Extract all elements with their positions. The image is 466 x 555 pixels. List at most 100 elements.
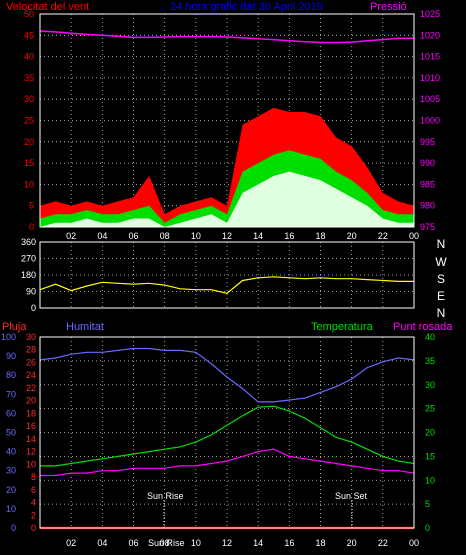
compass-letter: N: [437, 237, 446, 251]
humidity-tick-label: 80: [6, 370, 16, 380]
temperature-tick-label: 5: [425, 499, 430, 509]
pressure-tick-label: 1025: [420, 9, 440, 19]
compass-letter: S: [437, 272, 445, 286]
humidity-tick-label: 60: [6, 408, 16, 418]
temperature-tick-label: 15: [425, 451, 435, 461]
x-tick-label: 16: [284, 538, 294, 548]
x-tick-label: 02: [66, 231, 76, 241]
pressure-line: [39, 30, 414, 44]
rain-tick-label: 22: [26, 383, 36, 393]
pressure-tick-label: 995: [420, 137, 435, 147]
wind-direction-frame: [39, 241, 415, 309]
x-tick-label: 06: [128, 231, 138, 241]
x-tick-label: 08: [160, 231, 170, 241]
direction-tick-label: 0: [31, 303, 36, 313]
temperature-tick-label: 35: [425, 356, 435, 366]
wind-speed-tick-label: 25: [24, 116, 34, 126]
direction-tick-label: 180: [21, 270, 36, 280]
wind-speed-tick-label: 10: [24, 179, 34, 189]
chart-title: 24 hora grafic dat 30 April 2019: [170, 1, 323, 13]
ticks-layer: 0202040406060808101012121414161618182020…: [1, 9, 447, 548]
temperature-label: Temperatura: [311, 321, 374, 333]
sunrise-label: Sun Rise: [147, 491, 184, 501]
rain-tick-label: 18: [26, 408, 36, 418]
wind-speed-tick-label: 5: [29, 201, 34, 211]
x-tick-label: 02: [66, 538, 76, 548]
wind-speed-tick-label: 0: [29, 222, 34, 232]
wind-speed-label: Velocitat del vent: [6, 1, 89, 13]
temperature-tick-label: 25: [425, 404, 435, 414]
pressure-tick-label: 980: [420, 201, 435, 211]
rain-tick-label: 26: [26, 357, 36, 367]
rain-tick-label: 2: [31, 510, 36, 520]
humidity-line: [39, 347, 415, 403]
wind-direction-line: [39, 276, 414, 294]
rain-tick-label: 8: [31, 472, 36, 482]
x-tick-label: 06: [128, 538, 138, 548]
sunrise-axis-label: Sun Rise: [148, 538, 185, 548]
pressure-tick-label: 990: [420, 158, 435, 168]
humidity-tick-label: 50: [6, 428, 16, 438]
rain-tick-label: 0: [31, 523, 36, 533]
x-tick-label: 20: [347, 538, 357, 548]
wind-pressure-frame: [39, 13, 415, 228]
humidity-tick-label: 0: [11, 523, 16, 533]
wind-speed-tick-label: 20: [24, 137, 34, 147]
wind-speed-tick-label: 15: [24, 158, 34, 168]
x-tick-label: 10: [191, 231, 201, 241]
rain-tick-label: 10: [26, 459, 36, 469]
rain-tick-label: 30: [26, 332, 36, 342]
pressure-tick-label: 1020: [420, 30, 440, 40]
rain-tick-label: 6: [31, 485, 36, 495]
humidity-tick-label: 10: [6, 504, 16, 514]
temperature-line: [40, 405, 415, 467]
x-tick-label: 12: [222, 538, 232, 548]
rain-tick-label: 20: [26, 396, 36, 406]
compass-letter: N: [437, 306, 446, 320]
direction-tick-label: 270: [21, 254, 36, 264]
pressure-tick-label: 1000: [420, 116, 440, 126]
x-tick-label: 04: [97, 231, 107, 241]
frames-layer: [39, 13, 415, 529]
wind-speed-tick-label: 40: [24, 52, 34, 62]
x-tick-label: 14: [253, 538, 263, 548]
rain-tick-label: 14: [26, 434, 36, 444]
x-tick-label: 16: [284, 231, 294, 241]
humidity-tick-label: 90: [6, 351, 16, 361]
dewpoint-label: Punt rosada: [393, 321, 453, 333]
wind-speed-tick-label: 50: [24, 9, 34, 19]
x-tick-label: 22: [378, 538, 388, 548]
humidity-label: Humitat: [66, 321, 104, 333]
pressure-label: Pressió: [370, 1, 407, 13]
humidity-tick-label: 70: [6, 389, 16, 399]
grid-layer: [40, 13, 415, 528]
temperature-tick-label: 30: [425, 380, 435, 390]
wind-speed-tick-label: 35: [24, 73, 34, 83]
pressure-tick-label: 1010: [420, 73, 440, 83]
humidity-tick-label: 30: [6, 466, 16, 476]
pressure-tick-label: 975: [420, 222, 435, 232]
direction-tick-label: 360: [21, 237, 36, 247]
x-tick-label: 18: [315, 538, 325, 548]
temperature-tick-label: 20: [425, 428, 435, 438]
wind-minimum-area: [40, 171, 414, 227]
pressure-tick-label: 1005: [420, 94, 440, 104]
direction-tick-label: 90: [26, 287, 36, 297]
x-tick-label: 10: [191, 538, 201, 548]
x-tick-label: 00: [409, 538, 419, 548]
humidity-tick-label: 40: [6, 447, 16, 457]
rain-tick-label: 12: [26, 447, 36, 457]
compass-letter: E: [437, 289, 445, 303]
x-tick-label: 12: [222, 231, 232, 241]
rain-tick-label: 4: [31, 498, 36, 508]
compass-letter: W: [435, 255, 447, 269]
rain-tick-label: 24: [26, 370, 36, 380]
pressure-tick-label: 985: [420, 179, 435, 189]
x-tick-label: 14: [253, 231, 263, 241]
x-tick-label: 22: [378, 231, 388, 241]
x-tick-label: 08: [160, 538, 170, 548]
wind-speed-tick-label: 30: [24, 94, 34, 104]
temperature-tick-label: 40: [425, 332, 435, 342]
